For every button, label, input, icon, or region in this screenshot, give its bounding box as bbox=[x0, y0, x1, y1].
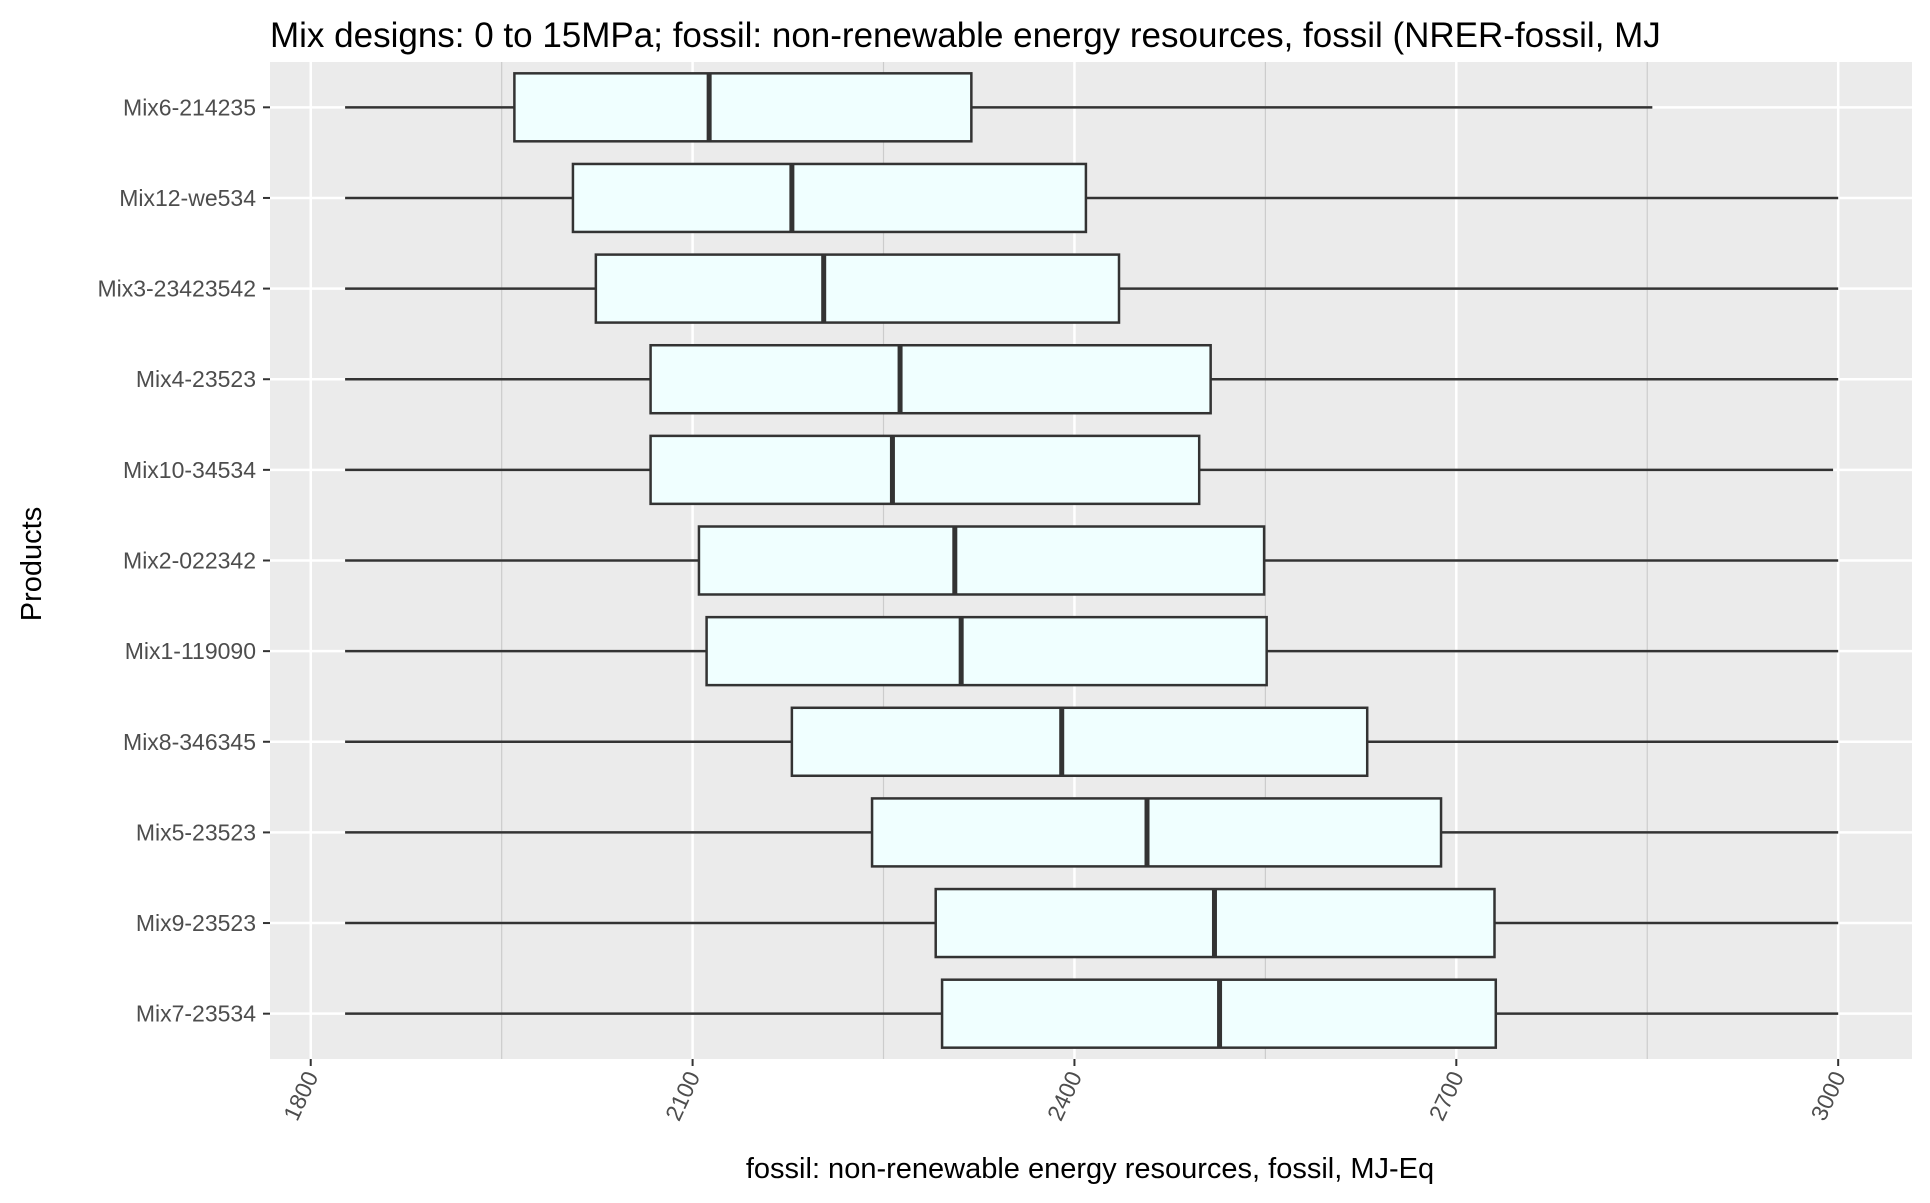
y-tick-label: Mix2-022342 bbox=[123, 548, 256, 574]
iqr-box bbox=[649, 434, 1201, 506]
box-Mix1-119090 bbox=[345, 615, 1839, 687]
x-tick-label: 2400 bbox=[1042, 1067, 1087, 1124]
box-Mix7-23534 bbox=[345, 978, 1839, 1049]
iqr-box bbox=[870, 797, 1443, 868]
y-tick-label: Mix1-119090 bbox=[125, 638, 256, 664]
chart-title: Mix designs: 0 to 15MPa; fossil: non-ren… bbox=[270, 16, 1661, 55]
box-Mix4-23523 bbox=[345, 343, 1839, 415]
y-tick-label: Mix6-214235 bbox=[123, 94, 256, 120]
box-Mix9-23523 bbox=[345, 887, 1839, 959]
box-Mix12-we534 bbox=[345, 162, 1839, 234]
iqr-box bbox=[571, 162, 1088, 234]
iqr-box bbox=[790, 706, 1369, 778]
iqr-box bbox=[697, 525, 1266, 596]
box-Mix2-022342 bbox=[345, 525, 1839, 596]
plot-area: Mix6-214235 Mix12-we534 Mix3-23423542 Mix4-… bbox=[97, 62, 1912, 1124]
y-tick-label: Mix8-346345 bbox=[123, 729, 256, 755]
box-Mix3-23423542 bbox=[345, 253, 1839, 324]
y-tick-label: Mix5-23523 bbox=[136, 819, 256, 845]
x-tick-label: 2700 bbox=[1424, 1067, 1469, 1124]
y-tick-label: Mix4-23523 bbox=[136, 366, 256, 392]
box-Mix8-346345 bbox=[345, 706, 1839, 778]
iqr-box bbox=[649, 343, 1212, 415]
iqr-box bbox=[513, 72, 973, 143]
x-axis-title: fossil: non-renewable energy resources, … bbox=[746, 1153, 1434, 1185]
iqr-box bbox=[594, 253, 1121, 324]
box-Mix6-214235 bbox=[345, 72, 1653, 143]
box-Mix10-34534 bbox=[345, 434, 1834, 506]
y-tick-label: Mix12-we534 bbox=[119, 185, 256, 211]
x-tick-label: 1800 bbox=[278, 1067, 323, 1124]
y-tick-label: Mix9-23523 bbox=[136, 910, 256, 936]
y-axis-title: Products bbox=[16, 507, 48, 621]
y-tick-label: Mix3-23423542 bbox=[97, 276, 256, 302]
box-Mix5-23523 bbox=[345, 797, 1839, 868]
x-tick-label: 2100 bbox=[660, 1067, 705, 1124]
x-tick-label: 3000 bbox=[1806, 1067, 1851, 1124]
y-tick-label: Mix10-34534 bbox=[123, 457, 256, 483]
iqr-box bbox=[705, 615, 1268, 687]
y-tick-label: Mix7-23534 bbox=[136, 1001, 256, 1027]
